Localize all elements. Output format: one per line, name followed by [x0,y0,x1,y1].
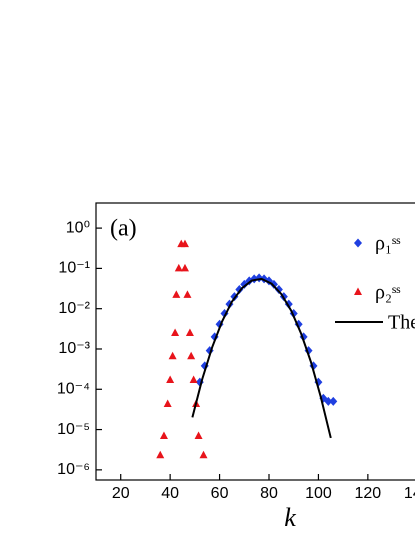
point [156,450,165,459]
point [189,375,198,383]
legend-marker [354,238,362,248]
point [187,351,196,360]
point [235,284,244,294]
point [194,431,203,440]
theory-line [191,277,332,439]
y-tick-label: 10⁻⁶ [57,461,90,478]
point [324,396,333,406]
panel-label: (a) [110,216,137,242]
x-tick-label: 80 [260,485,278,502]
x-tick-label: 140 [404,485,415,502]
point [180,239,189,248]
x-axis-label: k [284,503,296,532]
point [199,450,208,459]
y-tick-label: 10⁻⁴ [57,380,90,397]
y-tick-label: 10⁰ [66,219,90,236]
point [174,263,183,272]
point [180,263,189,272]
point [171,328,180,336]
legend-label: ρ₁ˢˢ [375,233,400,255]
y-tick-label: 10⁻³ [58,340,90,357]
point [274,284,283,294]
point [269,279,278,289]
plot-frame [95,202,415,481]
y-tick-label: 10⁻¹ [58,260,90,277]
legend-marker [354,287,362,295]
point [185,328,194,336]
x-tick-label: 40 [161,485,179,502]
x-tick-label: 120 [355,485,382,502]
point [329,396,338,406]
point [163,399,172,408]
point [159,431,168,440]
x-tick-label: 60 [211,485,229,502]
point [183,290,192,298]
y-tick-label: 10⁻⁵ [57,421,90,438]
legend-label: ρ₂ˢˢ [375,282,400,304]
point [168,351,177,360]
x-tick-label: 100 [305,485,332,502]
x-tick-label: 20 [112,485,130,502]
point [166,375,175,383]
point [240,279,249,289]
legend-label: Theory [388,312,415,334]
y-tick-label: 10⁻² [58,300,90,317]
point [172,290,181,298]
